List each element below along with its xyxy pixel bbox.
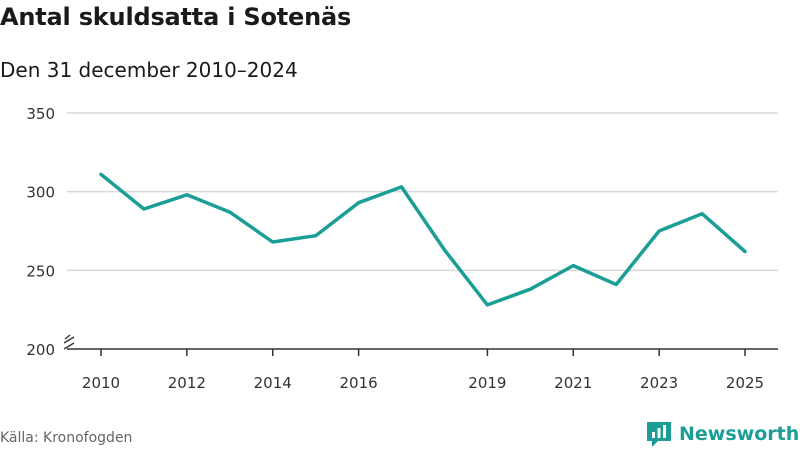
x-tick-label-2019: 2019 [468, 374, 506, 392]
x-tick-label-2012: 2012 [168, 374, 206, 392]
axis-break-icon [63, 334, 75, 350]
y-tick-label-300: 300 [26, 184, 55, 202]
x-tick-label-2014: 2014 [254, 374, 292, 392]
x-tick-label-2010: 2010 [82, 374, 120, 392]
x-tick-label-2021: 2021 [554, 374, 592, 392]
newsworthy-icon [647, 422, 671, 447]
chart-subtitle: Den 31 december 2010–2024 [0, 58, 298, 82]
y-tick-label-200: 200 [26, 341, 55, 359]
x-tick-label-2016: 2016 [340, 374, 378, 392]
y-tick-label-350: 350 [26, 105, 55, 123]
series-line [99, 172, 747, 307]
x-tick-label-2025: 2025 [726, 374, 764, 392]
y-tick-label-250: 250 [26, 262, 55, 280]
brand-name: Newsworthy [679, 423, 800, 445]
source-note: Källa: Kronofogden [0, 430, 133, 446]
x-tick-label-2023: 2023 [640, 374, 678, 392]
brand-logo: Newsworthy [645, 420, 800, 448]
chart-title: Antal skuldsatta i Sotenäs [0, 3, 352, 31]
